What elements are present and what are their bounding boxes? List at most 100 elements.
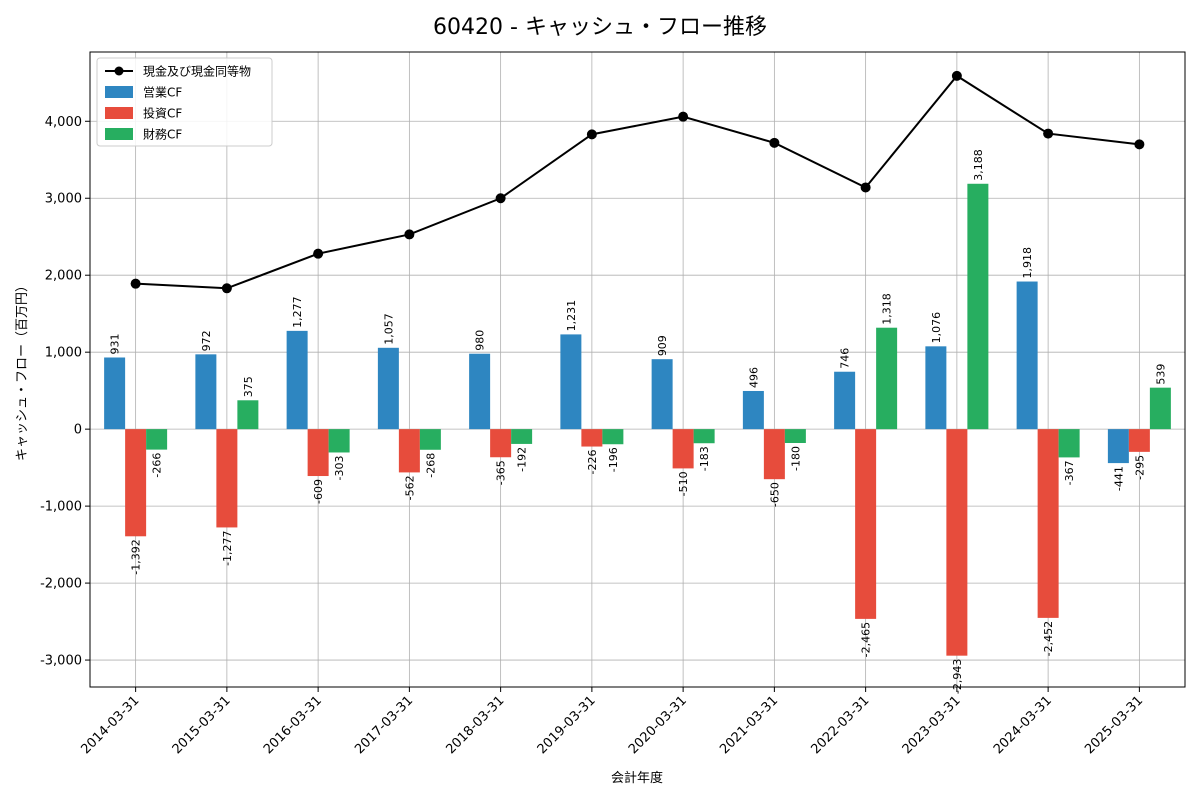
- bar-operating: [651, 359, 673, 430]
- data-label: 375: [242, 376, 255, 397]
- bar-operating: [1016, 281, 1038, 430]
- bar-operating: [104, 357, 126, 430]
- cash-line-point: [404, 229, 415, 240]
- data-label: -609: [312, 479, 325, 504]
- data-label: -226: [586, 450, 599, 475]
- bar-financing: [784, 429, 806, 444]
- bar-investing: [307, 429, 329, 477]
- y-tick-label: -2,000: [40, 577, 82, 592]
- cash-line-point: [860, 182, 871, 193]
- cash-line-point: [678, 111, 689, 122]
- data-label: -196: [607, 447, 620, 472]
- bar-investing: [398, 429, 420, 473]
- legend-label: 投資CF: [143, 106, 182, 121]
- cash-line: [130, 70, 1145, 294]
- bar-investing: [1037, 429, 1059, 618]
- y-tick-label: 2,000: [45, 269, 82, 284]
- cash-line-point: [221, 283, 232, 294]
- x-tick-label: 2022-03-31: [808, 693, 872, 757]
- data-label: 1,918: [1021, 247, 1034, 279]
- data-label: -562: [403, 475, 416, 500]
- bar-investing: [763, 429, 785, 480]
- bar-operating: [469, 353, 491, 430]
- legend-label: 営業CF: [143, 86, 182, 100]
- bar-operating: [742, 390, 764, 430]
- y-tick-label: 1,000: [45, 346, 82, 361]
- x-tick-label: 2023-03-31: [900, 693, 964, 757]
- cash-line-path: [135, 74, 1140, 290]
- bar-operating: [195, 354, 217, 430]
- data-label: 1,057: [382, 313, 395, 345]
- legend-bar-swatch: [105, 86, 133, 98]
- data-label: 1,318: [881, 293, 894, 325]
- data-label: -268: [424, 453, 437, 478]
- data-label: -2,465: [860, 622, 873, 657]
- data-label: 1,277: [291, 296, 304, 328]
- bar-operating: [560, 334, 582, 430]
- x-axis-label: 会計年度: [611, 770, 663, 786]
- cash-line-point: [130, 278, 141, 289]
- bar-financing: [876, 327, 898, 430]
- data-label: -365: [495, 460, 508, 485]
- bar-financing: [602, 429, 624, 445]
- x-tick-label: 2021-03-31: [717, 693, 781, 757]
- x-tick-label: 2017-03-31: [352, 693, 416, 757]
- bar-investing: [581, 429, 603, 447]
- bar-financing: [1058, 429, 1080, 458]
- cash-line-point: [586, 129, 597, 140]
- y-tick-label: 3,000: [45, 192, 82, 207]
- bar-financing: [693, 429, 715, 444]
- cash-line-point: [769, 137, 780, 148]
- x-tick-label: 2018-03-31: [443, 693, 507, 757]
- y-tick-label: 0: [74, 423, 82, 438]
- cash-line-point: [495, 193, 506, 204]
- cash-line-point: [1134, 139, 1145, 150]
- data-label: 909: [656, 335, 669, 356]
- data-label: 931: [109, 333, 122, 354]
- data-labels: 931 972 1,277 1,057 980 1,231 909 496 746 1,076 1,…: [109, 149, 1168, 694]
- bar-investing: [1128, 429, 1150, 452]
- bar-operating: [834, 371, 856, 430]
- legend-label: 財務CF: [143, 127, 182, 142]
- bar-operating: [925, 346, 947, 430]
- data-label: -192: [516, 447, 529, 472]
- x-tick-label: 2015-03-31: [170, 693, 234, 757]
- data-label: 972: [200, 330, 213, 351]
- bar-financing: [1149, 387, 1171, 430]
- chart-title: 60420 - キャッシュ・フロー推移: [433, 15, 767, 40]
- data-label: -1,392: [130, 539, 143, 574]
- data-label: -650: [768, 482, 781, 507]
- y-tick-label: -1,000: [40, 500, 82, 515]
- bar-investing: [125, 429, 147, 537]
- data-label: -183: [698, 446, 711, 471]
- bar-investing: [490, 429, 512, 458]
- data-label: -266: [151, 453, 164, 478]
- plot-frame: [89, 51, 1186, 688]
- data-label: -180: [789, 446, 802, 471]
- y-axis-label: キャッシュ・フロー（百万円）: [15, 279, 30, 461]
- bar-financing: [419, 429, 441, 450]
- x-tick-label: 2019-03-31: [535, 693, 599, 757]
- cash-line-point: [1043, 128, 1054, 139]
- x-tick-label: 2020-03-31: [626, 693, 690, 757]
- y-tick-label: -3,000: [40, 654, 82, 669]
- data-label: 1,231: [565, 300, 578, 332]
- x-tick-label: 2024-03-31: [991, 693, 1055, 757]
- cash-line-point: [951, 70, 962, 81]
- bar-investing: [855, 429, 877, 619]
- bar-investing: [946, 429, 968, 656]
- x-tick-label: 2014-03-31: [78, 693, 142, 757]
- data-label: -295: [1133, 455, 1146, 480]
- data-label: -2,943: [951, 659, 964, 694]
- bar-financing: [967, 183, 989, 430]
- data-label: -367: [1063, 460, 1076, 485]
- data-label: 1,076: [930, 312, 943, 344]
- data-label: -1,277: [221, 530, 234, 565]
- legend-line-marker: [114, 66, 124, 76]
- legend-bar-swatch: [105, 128, 133, 140]
- grid: [90, 52, 1185, 687]
- data-label: 746: [839, 348, 852, 369]
- bar-financing: [328, 429, 350, 453]
